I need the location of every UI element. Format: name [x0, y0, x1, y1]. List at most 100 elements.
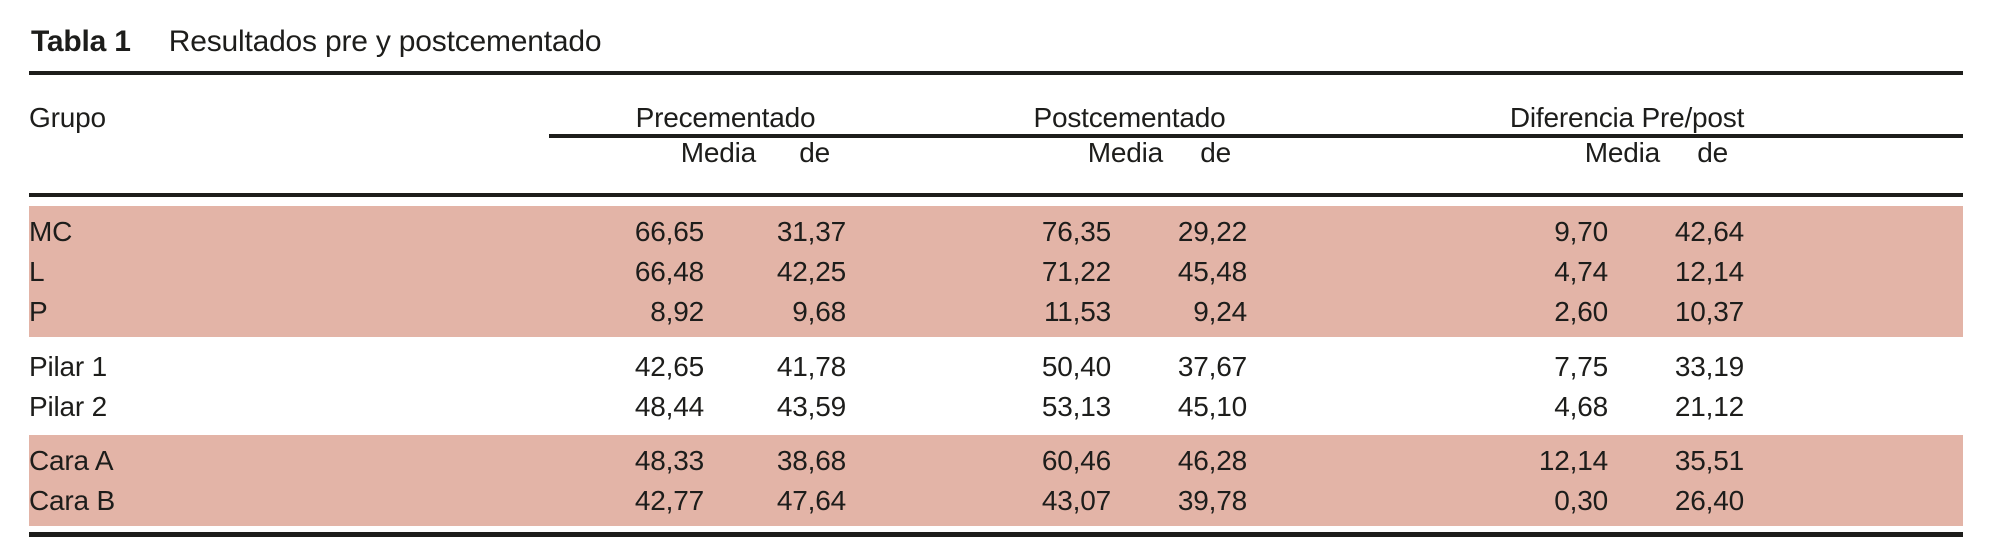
value-cell: 39,78 — [1177, 485, 1247, 516]
value-cell: 71,22 — [1041, 256, 1111, 287]
header-row-groups: Grupo Precementado Postcementado Diferen… — [29, 73, 1963, 197]
gap-cell — [902, 136, 956, 197]
value-cell: 47,64 — [776, 485, 846, 516]
value-cell: 21,12 — [1674, 391, 1744, 422]
spacer-cell — [1800, 337, 1963, 387]
gap-cell — [29, 195, 1963, 206]
row-label: Cara A — [29, 445, 114, 476]
value-cell: 33,19 — [1674, 351, 1744, 382]
spacer-cell — [1800, 252, 1963, 292]
gap-cell — [1303, 292, 1454, 337]
spacer-cell — [1800, 73, 1963, 138]
subheader-media-post: Media — [956, 136, 1167, 197]
gap-cell — [902, 73, 956, 138]
value-cell: 42,64 — [1674, 216, 1744, 247]
table-row: Pilar 2 48,44 43,59 53,13 45,10 4,68 21,12 — [29, 387, 1963, 435]
value-cell: 76,35 — [1041, 216, 1111, 247]
gap-row — [29, 195, 1963, 206]
row-label: P — [29, 296, 48, 327]
table-row: Cara A 48,33 38,68 60,46 46,28 12,14 35,51 — [29, 435, 1963, 481]
value-cell: 60,46 — [1041, 445, 1111, 476]
value-cell: 12,14 — [1674, 256, 1744, 287]
table-caption-text: Resultados pre y postcementado — [168, 25, 602, 58]
value-cell: 45,10 — [1177, 391, 1247, 422]
value-cell: 41,78 — [776, 351, 846, 382]
gap-cell — [1303, 73, 1454, 138]
header-row-stats: Media de Media de Media de — [29, 136, 1963, 197]
row-block-2: Pilar 1 42,65 41,78 50,40 37,67 7,75 33,19 Pila… — [29, 337, 1963, 435]
gap-cell — [1303, 337, 1454, 387]
value-cell: 9,70 — [1554, 216, 1608, 247]
gap-cell — [1303, 481, 1454, 526]
value-cell: 37,67 — [1177, 351, 1247, 382]
spacer-cell — [1800, 136, 1963, 197]
value-cell: 9,24 — [1193, 296, 1247, 327]
spacer-cell — [1800, 292, 1963, 337]
value-cell: 38,68 — [776, 445, 846, 476]
table-caption: Tabla 1 Resultados pre y postcementado — [29, 0, 1963, 71]
value-cell: 53,13 — [1041, 391, 1111, 422]
value-cell: 2,60 — [1554, 296, 1608, 327]
table-row: Cara B 42,77 47,64 43,07 39,78 0,30 26,40 — [29, 481, 1963, 526]
row-label: MC — [29, 216, 73, 247]
group-header-diferencia: Diferencia Pre/post — [1454, 73, 1800, 138]
value-cell: 43,59 — [776, 391, 846, 422]
header-gap — [29, 195, 1963, 206]
gap-row — [29, 526, 1963, 535]
value-cell: 9,68 — [792, 296, 846, 327]
spacer-cell — [1800, 206, 1963, 252]
row-block-3: Cara A 48,33 38,68 60,46 46,28 12,14 35,51 Cara… — [29, 435, 1963, 526]
row-label: Pilar 1 — [29, 351, 107, 382]
spacer-cell — [1800, 481, 1963, 526]
row-label: Cara B — [29, 485, 115, 516]
group-header-precementado: Precementado — [549, 73, 902, 138]
value-cell: 42,65 — [634, 351, 704, 382]
gap-cell — [902, 337, 956, 387]
value-cell: 31,37 — [776, 216, 846, 247]
gap-cell — [902, 481, 956, 526]
gap-cell — [902, 206, 956, 252]
gap-cell — [902, 292, 956, 337]
table-row: MC 66,65 31,37 76,35 29,22 9,70 42,64 — [29, 206, 1963, 252]
gap-cell — [1303, 435, 1454, 481]
gap-cell — [1303, 387, 1454, 435]
value-cell: 42,77 — [634, 485, 704, 516]
column-header-grupo: Grupo — [29, 73, 549, 197]
value-cell: 46,28 — [1177, 445, 1247, 476]
gap-cell — [902, 252, 956, 292]
value-cell: 66,65 — [634, 216, 704, 247]
spacer-cell — [1800, 387, 1963, 435]
value-cell: 4,74 — [1554, 256, 1608, 287]
value-cell: 48,44 — [634, 391, 704, 422]
value-cell: 7,75 — [1554, 351, 1608, 382]
table-header: Grupo Precementado Postcementado Diferen… — [29, 73, 1963, 197]
value-cell: 45,48 — [1177, 256, 1247, 287]
bottom-gap — [29, 526, 1963, 535]
gap-cell — [1303, 206, 1454, 252]
table-row: P 8,92 9,68 11,53 9,24 2,60 10,37 — [29, 292, 1963, 337]
gap-cell — [1303, 136, 1454, 197]
group-header-postcementado: Postcementado — [956, 73, 1303, 138]
subheader-de-pre: de — [760, 136, 902, 197]
value-cell: 66,48 — [634, 256, 704, 287]
table-row: L 66,48 42,25 71,22 45,48 4,74 12,14 — [29, 252, 1963, 292]
gap-cell — [902, 387, 956, 435]
value-cell: 48,33 — [634, 445, 704, 476]
value-cell: 10,37 — [1674, 296, 1744, 327]
gap-cell — [902, 435, 956, 481]
subheader-media-pre: Media — [549, 136, 760, 197]
table-container: Tabla 1 Resultados pre y postcementado Gr… — [29, 0, 1963, 537]
subheader-media-dif: Media — [1454, 136, 1664, 197]
results-table: Grupo Precementado Postcementado Diferen… — [29, 71, 1963, 537]
value-cell: 8,92 — [650, 296, 704, 327]
value-cell: 50,40 — [1041, 351, 1111, 382]
value-cell: 0,30 — [1554, 485, 1608, 516]
subheader-de-dif: de — [1664, 136, 1800, 197]
value-cell: 12,14 — [1538, 445, 1608, 476]
spacer-cell — [1800, 435, 1963, 481]
gap-cell — [29, 526, 1963, 535]
row-label: Pilar 2 — [29, 391, 107, 422]
row-label: L — [29, 256, 45, 287]
value-cell: 26,40 — [1674, 485, 1744, 516]
